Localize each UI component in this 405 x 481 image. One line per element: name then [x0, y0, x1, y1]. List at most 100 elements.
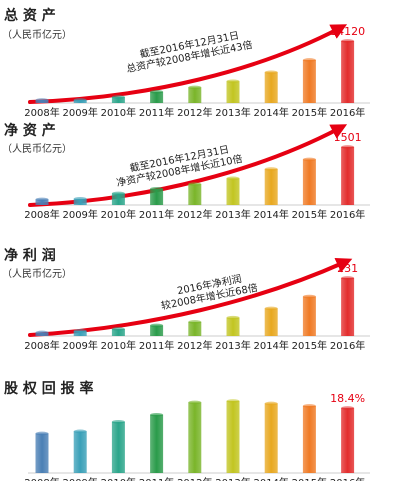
x-tick-label: 2012年 — [177, 106, 212, 119]
x-tick-label: 2014年 — [253, 208, 288, 221]
bar-cap — [302, 294, 316, 299]
chart-title: 总 资 产 — [4, 7, 56, 24]
bar — [226, 81, 240, 103]
x-tick-label: 2010年 — [101, 339, 136, 352]
x-tick-label: 2015年 — [292, 208, 327, 221]
bar — [226, 317, 240, 336]
bar-cap — [341, 39, 355, 43]
bar-cap — [264, 70, 278, 75]
bar-cap — [264, 401, 278, 406]
data-label: 14120 — [330, 25, 365, 38]
x-tick-label: 2008年 — [24, 476, 59, 481]
x-tick-label: 2015年 — [292, 476, 327, 481]
x-tick-label: 2011年 — [139, 208, 174, 221]
x-tick-label: 2013年 — [215, 208, 250, 221]
bar-cap — [35, 330, 49, 335]
bar — [188, 321, 202, 336]
bar-cap — [226, 176, 240, 181]
data-label: 231 — [337, 262, 358, 275]
bar-cap — [111, 327, 125, 331]
x-tick-label: 2011年 — [139, 339, 174, 352]
x-tick-label: 2016年 — [330, 339, 365, 352]
x-tick-label: 2009年 — [62, 339, 97, 352]
bar — [226, 401, 240, 473]
bar-cap — [150, 90, 164, 94]
chart-unit: （人民币亿元） — [2, 28, 72, 41]
bar — [150, 188, 164, 205]
x-tick-label: 2010年 — [101, 106, 136, 119]
x-tick-label: 2016年 — [330, 476, 365, 481]
bar-cap — [73, 429, 87, 434]
bar — [188, 87, 202, 103]
bar-cap — [73, 329, 87, 333]
bar — [188, 184, 202, 205]
bar — [264, 169, 278, 205]
x-tick-label: 2013年 — [215, 339, 250, 352]
x-tick-label: 2015年 — [292, 339, 327, 352]
x-tick-label: 2008年 — [24, 106, 59, 119]
bar-cap — [341, 276, 355, 280]
bar — [264, 72, 278, 103]
x-tick-label: 2009年 — [62, 476, 97, 481]
bar-cap — [302, 157, 316, 162]
bar — [264, 403, 278, 473]
bar-cap — [188, 400, 202, 405]
bar — [111, 97, 125, 103]
bar-cap — [264, 306, 278, 311]
bar — [73, 198, 87, 205]
data-label: 18.4% — [330, 392, 365, 405]
bar-cap — [226, 315, 240, 320]
x-tick-label: 2014年 — [253, 106, 288, 119]
bar — [341, 278, 355, 336]
chart-title: 股 权 回 报 率 — [4, 380, 94, 397]
x-tick-label: 2014年 — [253, 476, 288, 481]
x-tick-label: 2016年 — [330, 106, 365, 119]
chart-title: 净 利 润 — [4, 247, 56, 264]
bar-cap — [341, 145, 355, 149]
bar-cap — [111, 95, 125, 99]
x-tick-label: 2010年 — [101, 476, 136, 481]
x-tick-label: 2012年 — [177, 476, 212, 481]
x-tick-label: 2008年 — [24, 339, 59, 352]
bar — [111, 193, 125, 205]
chart-unit: （人民币亿元） — [2, 142, 72, 155]
bar-cap — [226, 399, 240, 403]
bar-cap — [150, 186, 164, 191]
bar-cap — [188, 85, 202, 90]
bar-cap — [35, 98, 49, 102]
bar — [150, 91, 164, 103]
x-tick-label: 2008年 — [24, 208, 59, 221]
bar-cap — [111, 420, 125, 424]
bar-cap — [302, 404, 316, 408]
bar-cap — [226, 79, 240, 84]
x-tick-label: 2010年 — [101, 208, 136, 221]
x-tick-label: 2015年 — [292, 106, 327, 119]
bar — [341, 408, 355, 473]
growth-arrow — [28, 24, 348, 104]
bar — [35, 199, 49, 205]
bar — [341, 147, 355, 205]
bar-cap — [341, 406, 355, 410]
bar-cap — [73, 197, 87, 201]
bar-cap — [111, 191, 125, 196]
bar-cap — [302, 58, 316, 62]
bar-cap — [35, 197, 49, 202]
chart-title: 净 资 产 — [4, 122, 56, 139]
x-tick-label: 2011年 — [139, 106, 174, 119]
x-tick-label: 2009年 — [62, 208, 97, 221]
bar — [111, 421, 125, 473]
bar-cap — [188, 182, 202, 186]
bar-cap — [188, 320, 202, 324]
bar — [73, 330, 87, 336]
bar — [302, 159, 316, 205]
chart-unit: （人民币亿元） — [2, 267, 72, 280]
x-tick-label: 2009年 — [62, 106, 97, 119]
bar-cap — [264, 167, 278, 171]
bar-cap — [73, 98, 87, 102]
bar-cap — [150, 412, 164, 417]
x-tick-label: 2016年 — [330, 208, 365, 221]
data-label: 1501 — [334, 131, 362, 144]
bar-cap — [35, 431, 49, 436]
